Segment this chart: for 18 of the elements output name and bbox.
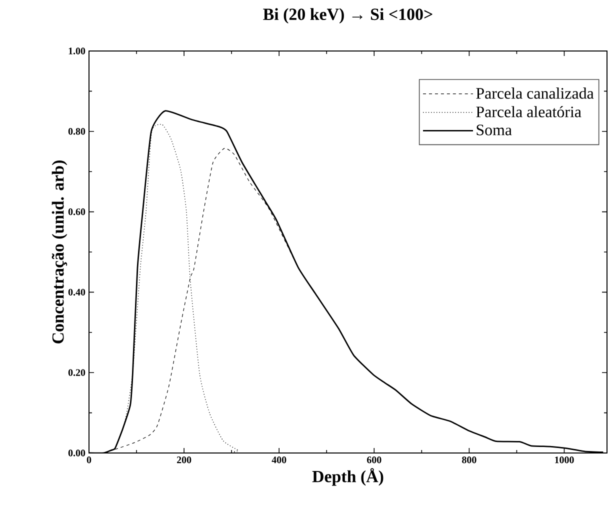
x-tick-label: 200 (177, 456, 192, 464)
legend-label: Parcela canalizada (476, 88, 594, 99)
chart-title: Bi (20 keV) → Si <100> (263, 8, 432, 24)
legend-label: Parcela aleatória (476, 106, 582, 118)
x-tick-label: 0 (86, 456, 92, 464)
x-tick-label: 400 (272, 456, 286, 464)
y-tick-label: 0.80 (68, 128, 86, 135)
y-tick-label: 0.20 (68, 369, 86, 376)
x-tick-label: 800 (462, 456, 476, 464)
y-axis-title: Concentração (unid. arb) (52, 160, 68, 344)
x-axis-title: Depth (Å) (312, 468, 384, 486)
x-tick-label: 1000 (555, 456, 574, 464)
legend-label: Soma (476, 124, 512, 136)
y-tick-label: 0.00 (68, 450, 86, 456)
x-tick-label: 600 (367, 456, 382, 464)
y-tick-label: 0.40 (68, 288, 86, 296)
y-tick-label: 1.00 (68, 48, 86, 54)
y-tick-label: 0.60 (68, 208, 86, 216)
